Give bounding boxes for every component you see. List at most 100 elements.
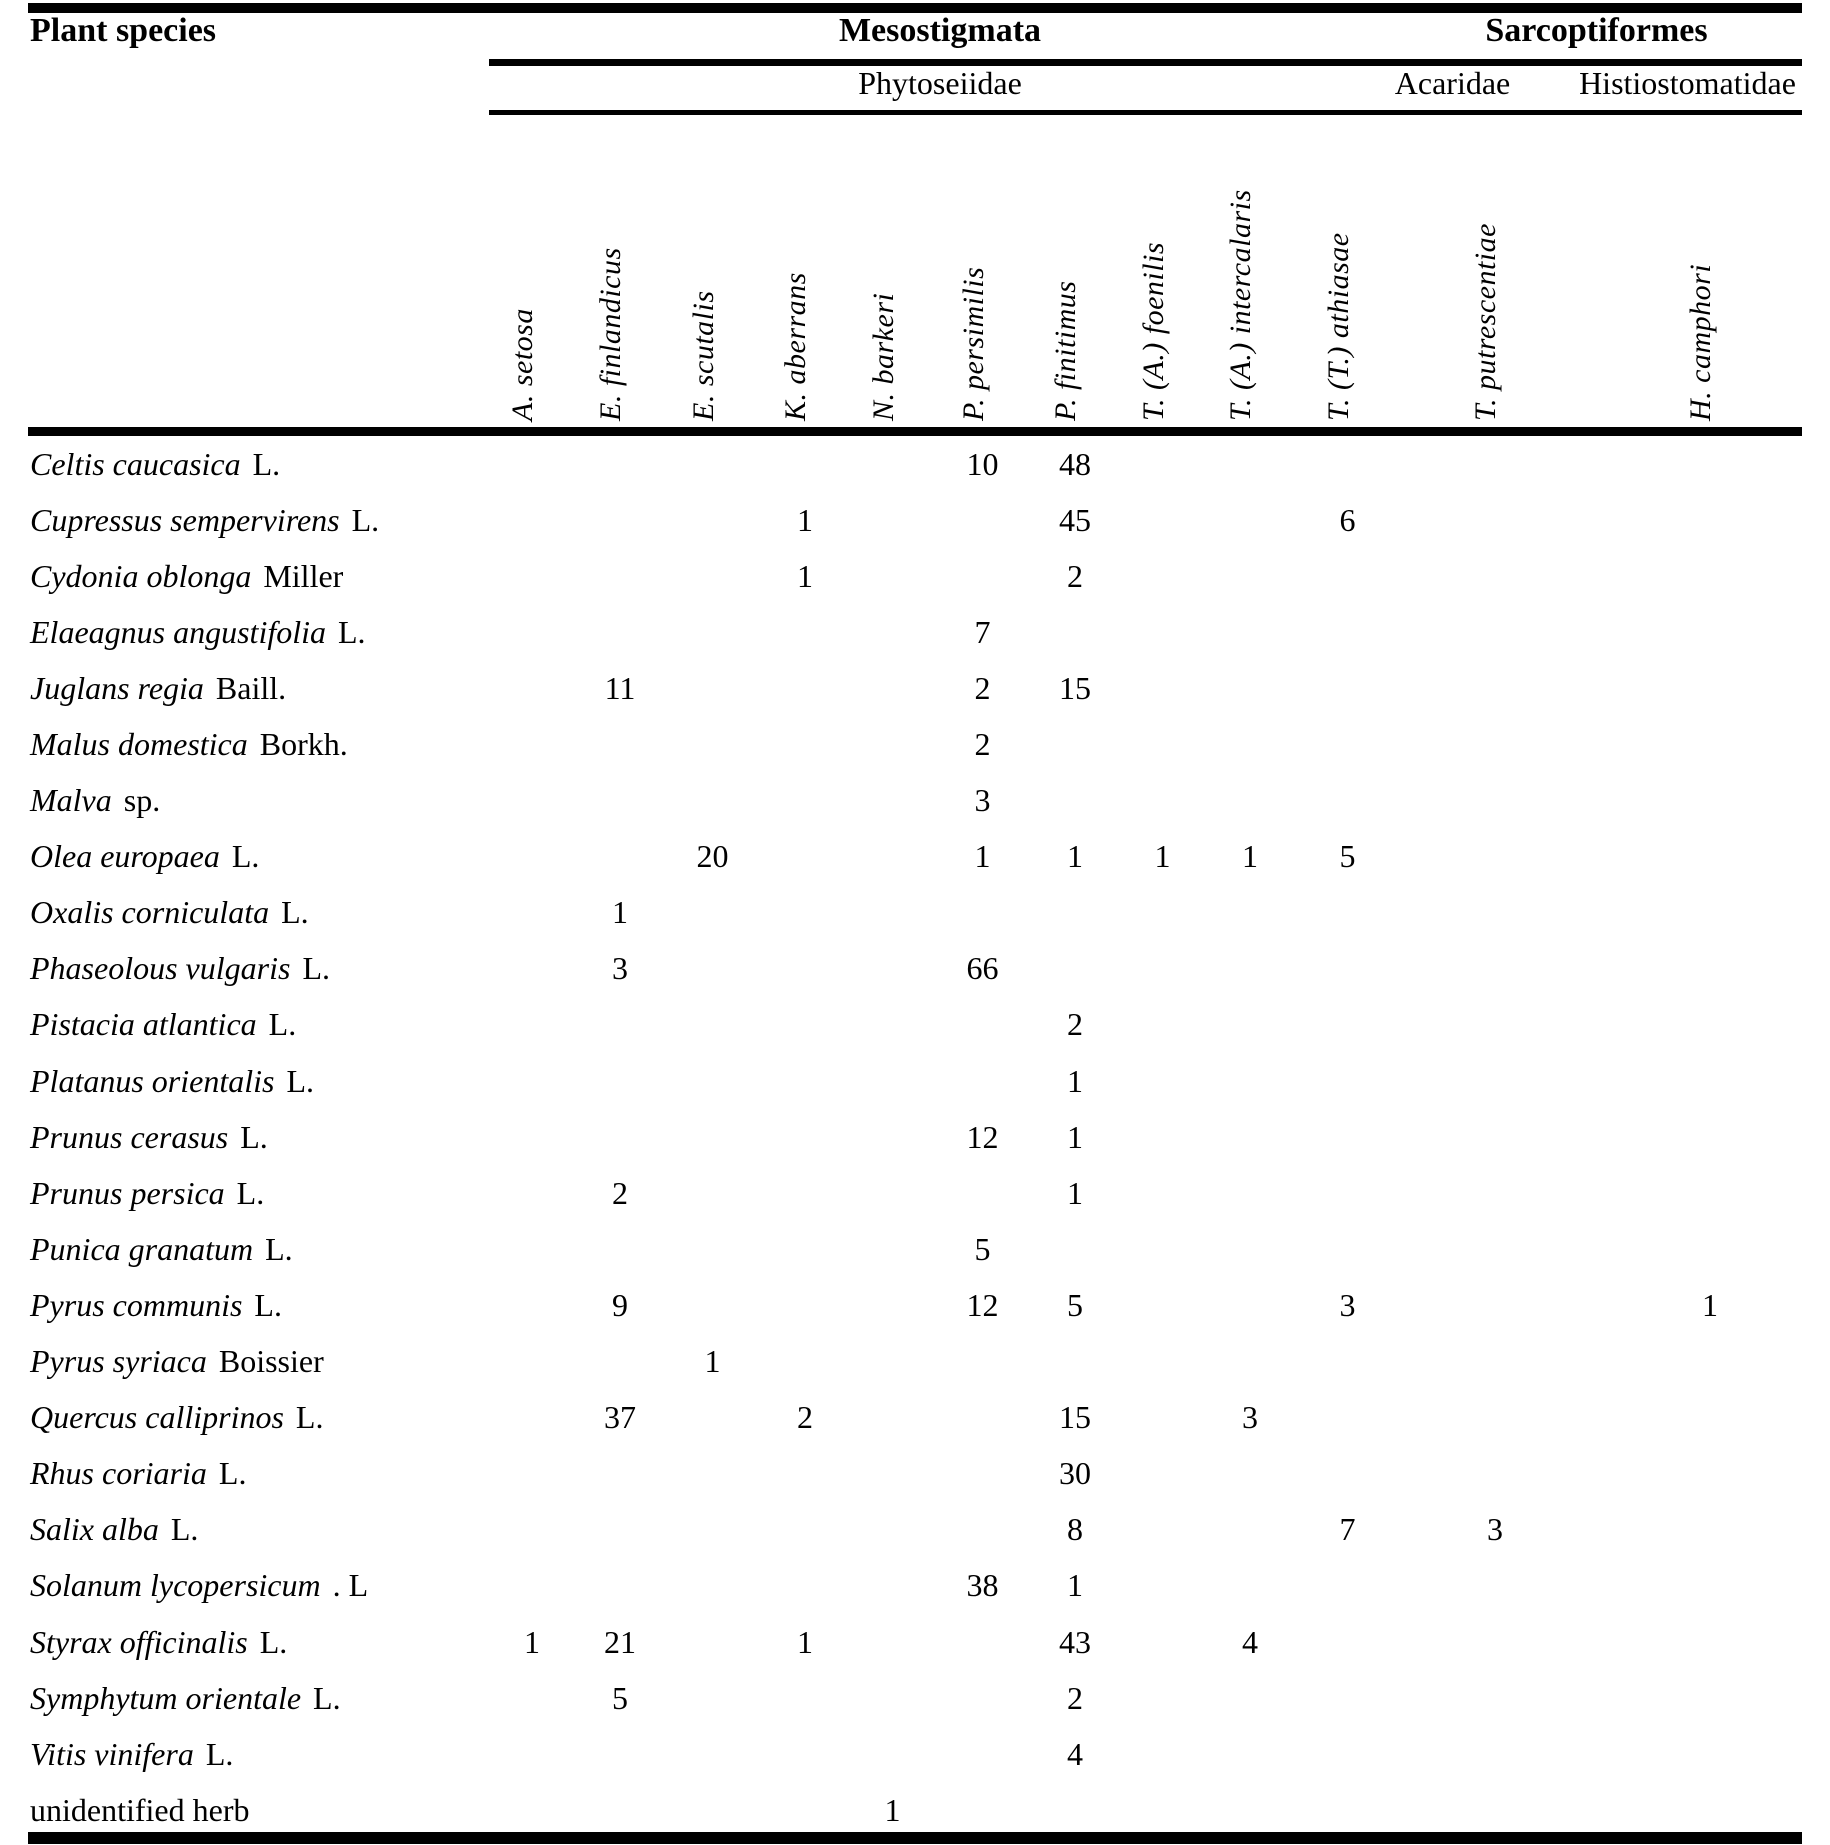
count-cell	[1205, 1670, 1295, 1726]
count-cell	[1120, 716, 1205, 772]
count-cell	[1590, 997, 1830, 1053]
count-cell: 6	[1339, 501, 1356, 538]
column-header-cell: T. (A.) intercalaris	[1205, 115, 1295, 427]
count-cell	[575, 436, 665, 492]
count-cell	[760, 1558, 850, 1614]
count-cell	[489, 829, 575, 885]
count-cell	[1590, 1165, 1830, 1221]
count-cell	[850, 997, 935, 1053]
plant-species-name: unidentified herb	[30, 1791, 250, 1828]
count-cell	[1590, 885, 1830, 941]
count-cell: 3	[612, 950, 628, 987]
count-cell	[1295, 1109, 1400, 1165]
count-cell	[1295, 1446, 1400, 1502]
count-cell	[489, 1277, 575, 1333]
count-cell	[935, 885, 1030, 941]
plant-species-name: Rhus coriaria	[30, 1455, 207, 1492]
order-header-mesostigmata: Mesostigmata	[838, 12, 1042, 49]
count-cell	[850, 941, 935, 997]
count-cell: 5	[1067, 1286, 1083, 1323]
count-cell	[760, 604, 850, 660]
count-cell	[665, 773, 760, 829]
count-cell: 3	[974, 782, 991, 819]
author-abbreviation: L.	[252, 445, 281, 482]
count-cell	[1120, 1334, 1205, 1390]
count-cell: 12	[966, 1118, 999, 1155]
count-cell	[1590, 1782, 1830, 1838]
count-cell	[575, 829, 665, 885]
count-cell	[760, 716, 850, 772]
count-cell	[1120, 436, 1205, 492]
order-header-sarcoptiformes: Sarcoptiformes	[1485, 12, 1708, 49]
count-cell	[1590, 773, 1830, 829]
count-cell	[1205, 1782, 1295, 1838]
count-cell	[1400, 773, 1590, 829]
count-cell	[1400, 941, 1590, 997]
count-cell	[1030, 941, 1120, 997]
count-cell	[1590, 548, 1830, 604]
count-cell	[760, 1109, 850, 1165]
count-cell	[489, 1726, 575, 1782]
count-cell	[935, 1502, 1030, 1558]
count-cell	[1120, 1390, 1205, 1446]
count-cell: 1	[1067, 838, 1083, 875]
plant-species-name: Symphytum orientale	[30, 1679, 302, 1716]
count-cell	[665, 604, 760, 660]
count-cell	[760, 660, 850, 716]
count-cell	[850, 1221, 935, 1277]
family-header-phytoseiidae: Phytoseiidae	[858, 65, 1022, 101]
column-header-cell: P. persimilis	[935, 115, 1030, 427]
mite-species-column-header: H. camphori	[1684, 263, 1717, 421]
count-cell: 2	[1067, 1006, 1083, 1043]
count-cell	[489, 548, 575, 604]
count-cell	[760, 1334, 850, 1390]
table-row-label: unidentified herb	[0, 1782, 489, 1838]
table-row-label: Malva sp.	[0, 773, 489, 829]
count-cell	[1205, 716, 1295, 772]
count-cell	[575, 1446, 665, 1502]
count-cell	[1295, 997, 1400, 1053]
count-cell	[665, 1109, 760, 1165]
count-cell	[665, 1502, 760, 1558]
count-cell	[665, 1165, 760, 1221]
count-cell: 43	[1059, 1623, 1091, 1660]
count-cell	[1400, 997, 1590, 1053]
count-cell: 1	[884, 1791, 901, 1828]
count-cell	[1295, 773, 1400, 829]
author-abbreviation: . L	[332, 1567, 369, 1604]
count-cell	[1295, 1221, 1400, 1277]
count-cell	[575, 773, 665, 829]
author-abbreviation: L.	[313, 1679, 341, 1716]
count-cell	[850, 1558, 935, 1614]
count-cell	[1295, 548, 1400, 604]
count-cell	[1205, 997, 1295, 1053]
count-cell	[1205, 1726, 1295, 1782]
count-cell: 3	[1242, 1399, 1258, 1436]
count-cell	[1400, 1726, 1590, 1782]
count-cell: 2	[1067, 557, 1083, 594]
count-cell	[1400, 436, 1590, 492]
count-cell: 1	[1702, 1286, 1718, 1323]
author-abbreviation: L.	[351, 501, 380, 538]
author-abbreviation: L.	[265, 1230, 293, 1267]
count-cell	[1295, 1614, 1400, 1670]
count-cell	[1295, 716, 1400, 772]
column-header-cell: H. camphori	[1590, 115, 1830, 427]
count-cell	[1120, 1221, 1205, 1277]
table-row-label: Malus domestica Borkh.	[0, 716, 489, 772]
plant-species-name: Phaseolous vulgaris	[30, 950, 291, 987]
count-cell	[1400, 716, 1590, 772]
rule-under-order-headers	[489, 59, 1802, 66]
count-cell	[1590, 1221, 1830, 1277]
count-cell: 5	[974, 1230, 991, 1267]
plant-species-name: Pyrus syriaca	[30, 1343, 207, 1380]
count-cell	[1295, 1390, 1400, 1446]
count-cell: 15	[1059, 1399, 1091, 1436]
count-cell	[1120, 1446, 1205, 1502]
author-abbreviation: Boissier	[218, 1343, 324, 1380]
author-abbreviation: Baill.	[215, 669, 287, 706]
count-cell	[1295, 1670, 1400, 1726]
column-header-cell: T. (A.) foenilis	[1120, 115, 1205, 427]
count-cell: 37	[604, 1399, 636, 1436]
